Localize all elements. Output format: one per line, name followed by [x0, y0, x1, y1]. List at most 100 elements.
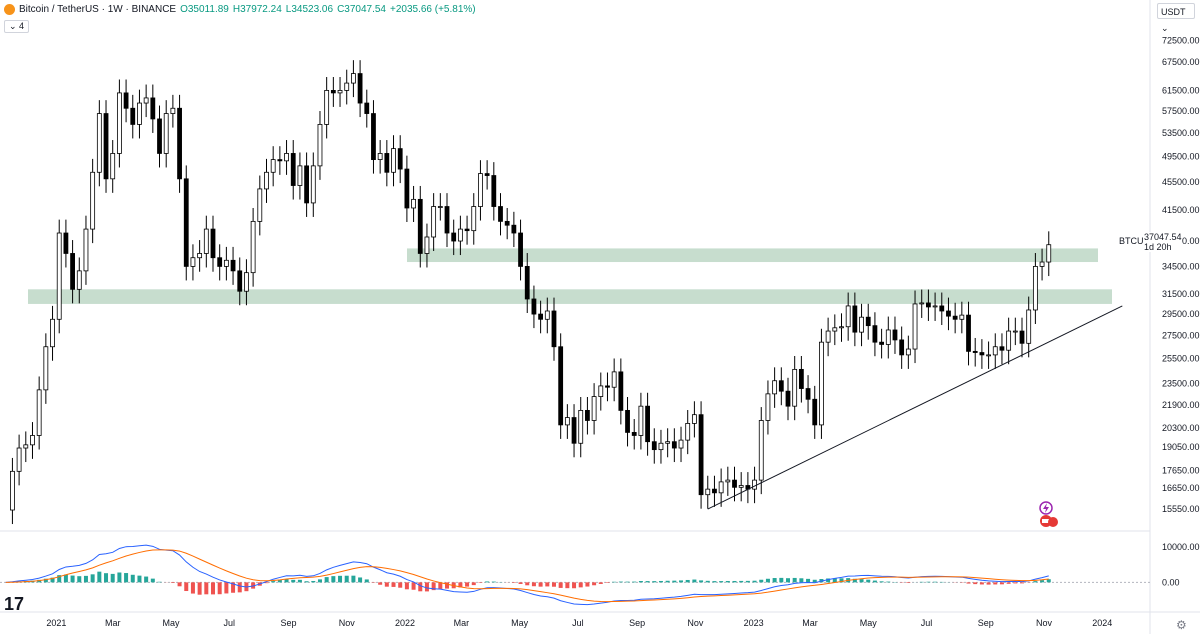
macd-histogram-bar — [572, 582, 577, 589]
candle-body — [491, 175, 497, 207]
macd-histogram-bar — [779, 577, 784, 583]
candle-body — [992, 346, 998, 356]
macd-histogram-bar — [859, 579, 864, 583]
macd-histogram-bar — [806, 578, 811, 583]
macd-histogram-bar — [391, 582, 396, 587]
candle-body — [819, 341, 824, 426]
candle-body — [812, 398, 818, 426]
macd-tick-label: 0.00 — [1162, 577, 1180, 587]
candle-body — [979, 352, 985, 356]
macd-histogram-bar — [966, 582, 971, 584]
candle-body — [217, 257, 223, 267]
low-value: L34523.06 — [285, 4, 334, 15]
macd-histogram-bar — [852, 578, 857, 583]
indicator-collapse-button[interactable]: ⌄ 4 — [4, 20, 30, 33]
candle-body — [190, 257, 196, 267]
price-axis: 72500.00 67500.00 61500.00 57500.00 53500.00… — [1162, 35, 1200, 514]
macd-histogram-bar — [291, 579, 296, 583]
price-tick-label: 57500.00 — [1162, 106, 1200, 116]
candle-body — [946, 310, 951, 317]
candle-body — [752, 479, 757, 490]
tradingview-logo[interactable]: 17 — [4, 594, 25, 614]
candle-body — [959, 314, 965, 320]
macd-histogram-bar — [438, 582, 443, 589]
candle-body — [10, 470, 15, 511]
time-tick-label: 2024 — [1092, 618, 1112, 628]
macd-histogram-bar — [465, 582, 470, 587]
candle-body — [845, 305, 851, 328]
macd-histogram-bar — [458, 582, 463, 588]
candle-body — [865, 316, 871, 327]
macd-histogram-bar — [411, 582, 416, 590]
macd-histogram-bar — [297, 579, 302, 583]
candle-body — [50, 318, 55, 348]
macd-tick-label: 10000.00 — [1162, 542, 1200, 552]
price-tick-label: 49500.00 — [1162, 152, 1200, 162]
candle-body — [130, 107, 136, 125]
candle-body — [899, 339, 905, 356]
time-tick-label: May — [162, 618, 180, 628]
candle-body — [96, 113, 102, 173]
event-icons[interactable] — [1039, 501, 1058, 527]
time-tick-label: Sep — [978, 618, 994, 628]
candle-body — [832, 327, 838, 332]
time-axis: 2021 Mar May Jul Sep Nov 2022 Mar May Jul Sep Nov 20… — [46, 618, 1112, 628]
candle-body — [678, 439, 684, 449]
macd-histogram-bar — [1020, 582, 1025, 584]
support-zone — [407, 248, 1098, 263]
candle-body — [431, 206, 437, 238]
candle-body — [885, 329, 891, 345]
macd-line — [5, 544, 1049, 606]
macd-histogram-bar — [237, 582, 242, 593]
candle-body — [417, 198, 423, 254]
macd-histogram-bar — [558, 582, 563, 588]
candle-body — [330, 90, 336, 94]
candle-body — [839, 326, 844, 329]
time-tick-label: Mar — [454, 618, 470, 628]
candle-body — [36, 389, 42, 436]
price-tick-label: 25500.00 — [1162, 353, 1200, 363]
candle-body — [444, 206, 450, 234]
macd-histogram-bar — [645, 581, 650, 583]
candle-body — [484, 173, 490, 176]
macd-histogram-bar — [478, 582, 483, 583]
symbol-title[interactable]: Bitcoin / TetherUS · 1W · BINANCE — [19, 4, 177, 15]
macd-histogram-bar — [545, 582, 550, 587]
macd-histogram-bar — [324, 577, 329, 583]
candle-body — [290, 153, 296, 186]
settings-gear-icon[interactable]: ⚙ — [1176, 618, 1187, 632]
macd-histogram-bar — [752, 580, 757, 583]
macd-histogram-bar — [585, 582, 590, 587]
support-zone — [28, 289, 1112, 304]
macd-histogram-bar — [104, 573, 109, 583]
macd-histogram-bar — [1046, 579, 1051, 583]
candle-body — [264, 171, 269, 190]
candle-body — [905, 348, 911, 356]
close-value: C37047.54 — [337, 4, 386, 15]
candle-body — [805, 388, 811, 400]
candle-body — [551, 310, 557, 348]
candle-body — [1019, 330, 1025, 344]
candle-body — [518, 232, 523, 267]
currency-selector[interactable]: USDT ⌄ — [1157, 3, 1195, 33]
macd-histogram-bar — [638, 580, 643, 583]
macd-histogram-bar — [812, 579, 817, 583]
candle-body — [765, 393, 771, 421]
price-tick-label: 41500.00 — [1162, 205, 1200, 215]
time-tick-label: May — [860, 618, 878, 628]
candle-body — [685, 423, 691, 441]
candle-body — [1006, 330, 1012, 351]
candle-body — [163, 113, 169, 154]
candle-body — [792, 368, 798, 407]
macd-histogram-bar — [418, 582, 423, 592]
candle-body — [63, 232, 69, 254]
macd-histogram-bar — [886, 581, 891, 583]
candle-body — [30, 435, 35, 446]
support-zones — [28, 248, 1112, 304]
candle-body — [732, 479, 737, 488]
macd-histogram-bar — [826, 578, 831, 583]
macd-histogram-bar — [344, 575, 349, 583]
macd-histogram-bar — [926, 581, 931, 583]
candle-body — [798, 368, 804, 389]
